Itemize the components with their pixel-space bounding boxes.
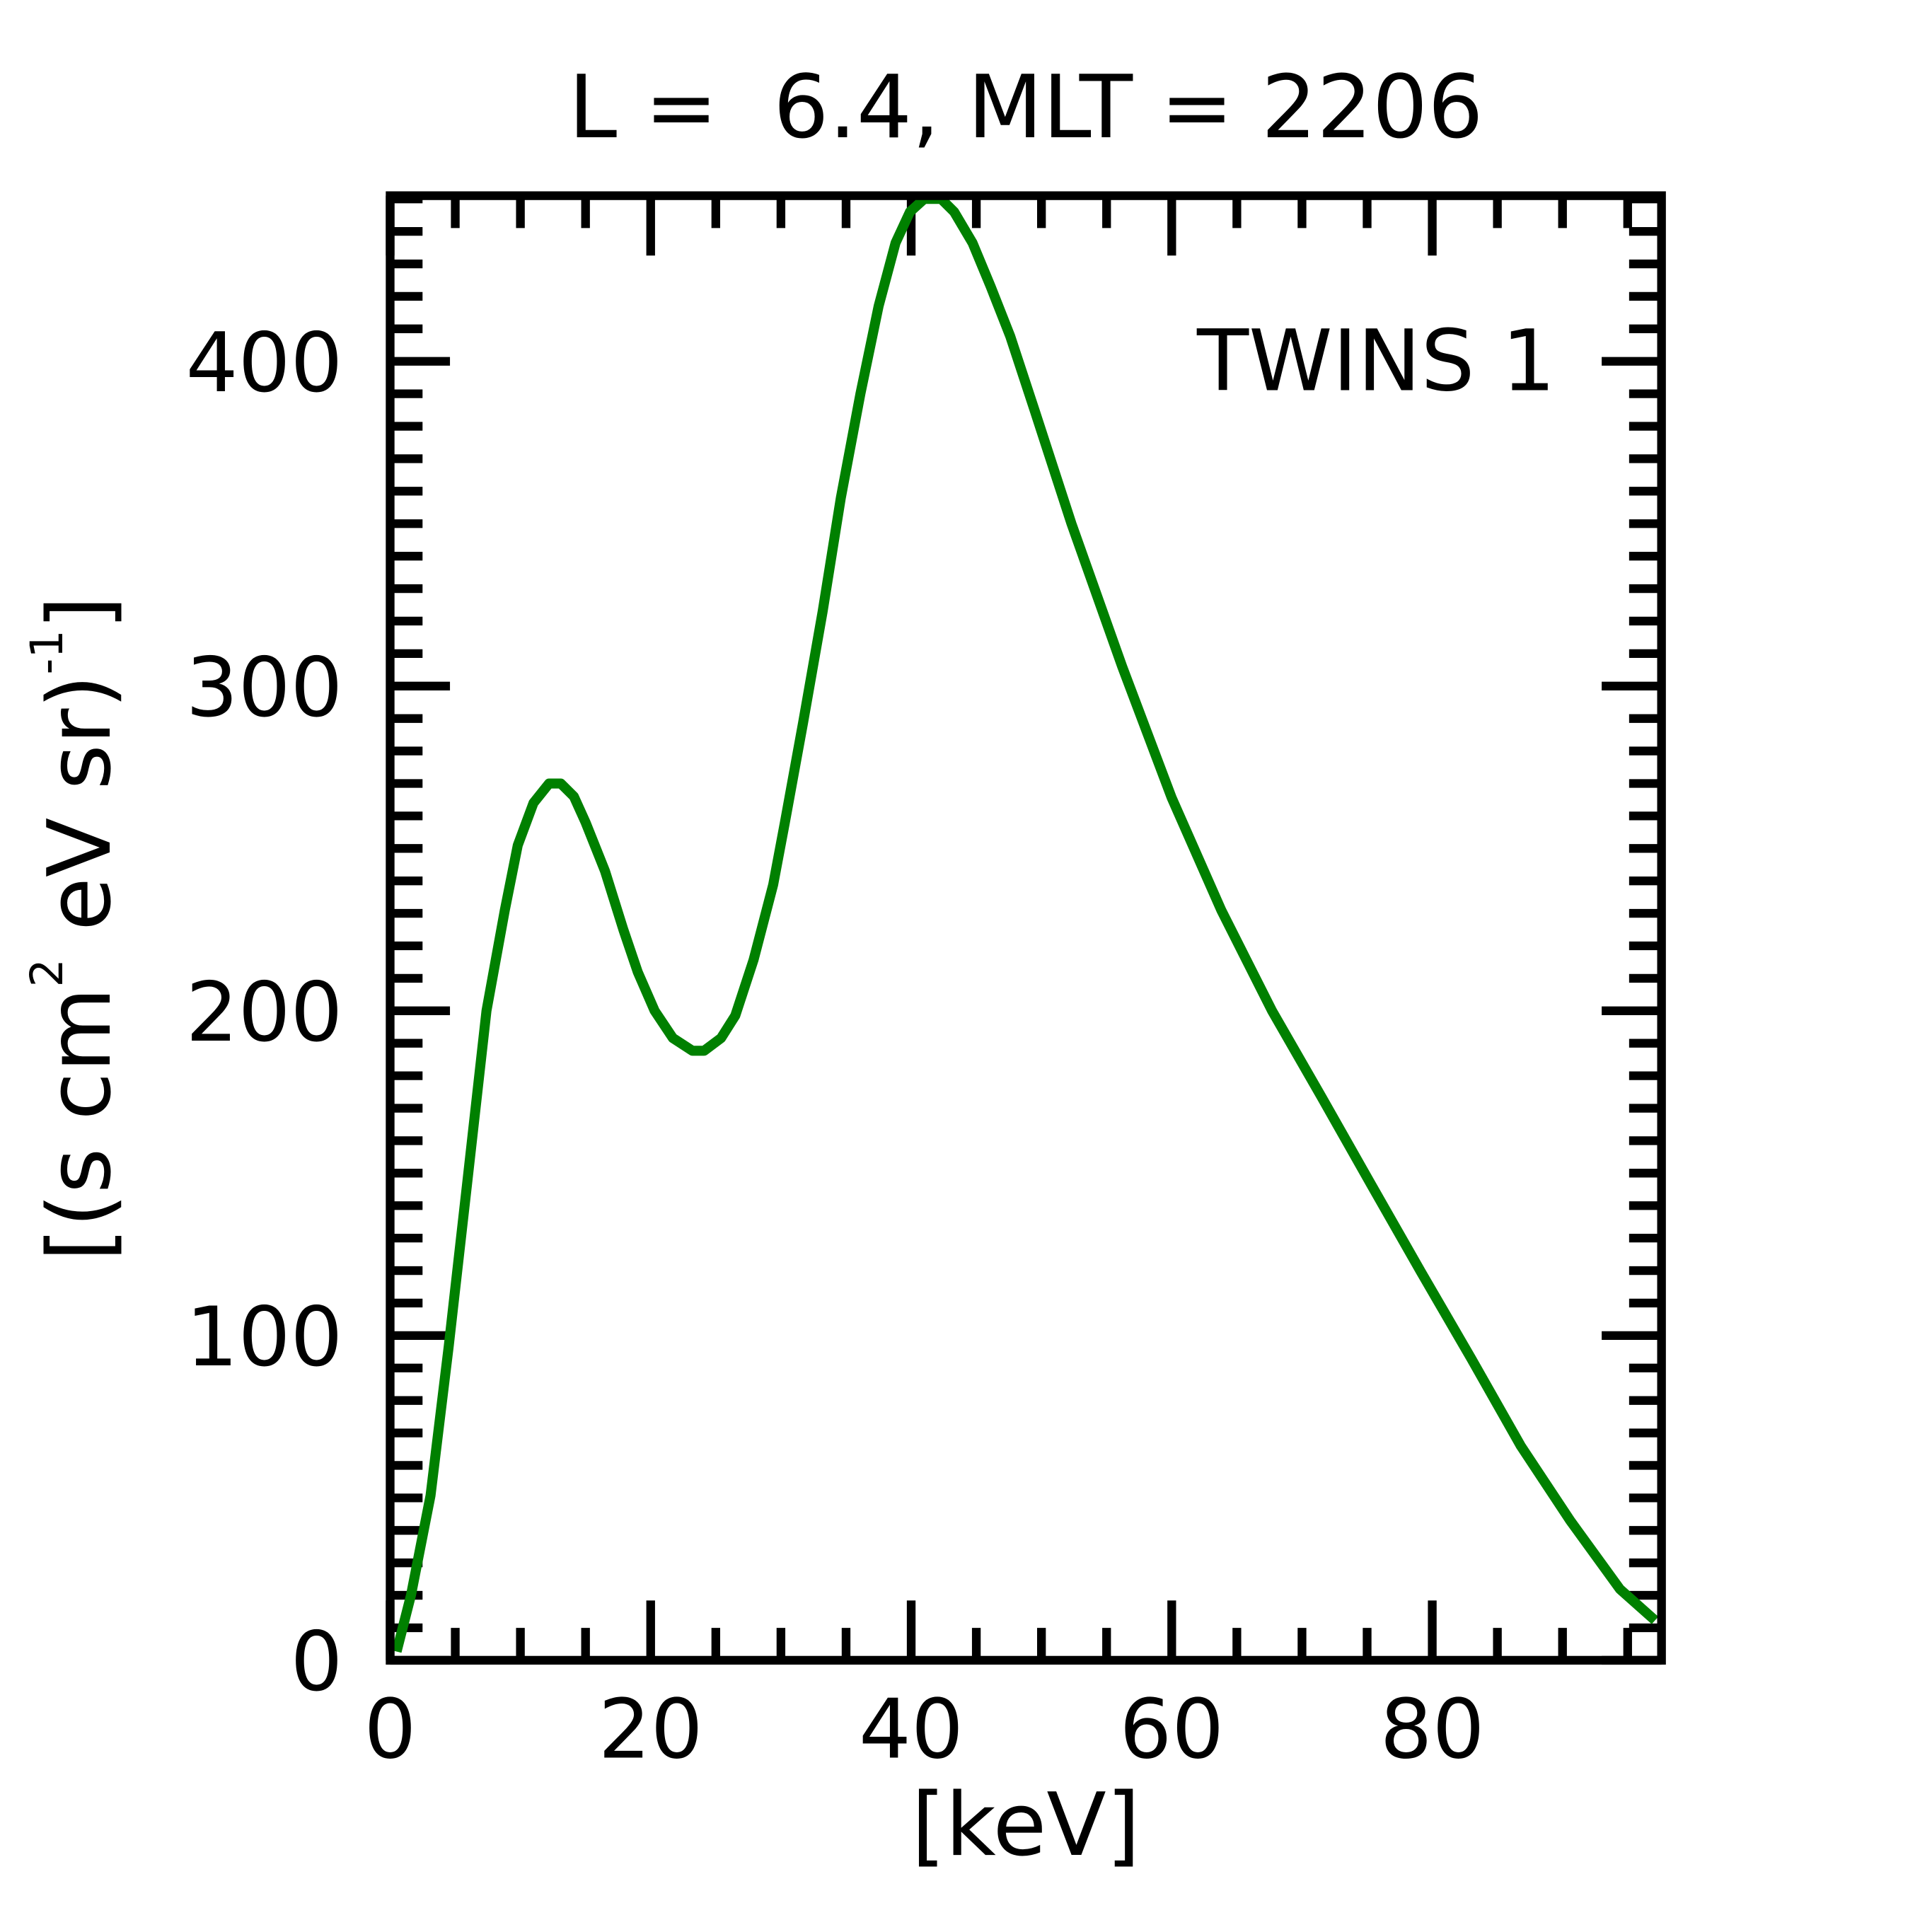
y-tick-label: 200 bbox=[186, 965, 343, 1060]
legend-label: TWINS 1 bbox=[1196, 312, 1556, 410]
y-tick-label: 400 bbox=[186, 316, 343, 411]
y-label-sup-2: 2 bbox=[21, 959, 73, 987]
plot-frame bbox=[386, 191, 1666, 1665]
y-tick-label: 300 bbox=[186, 640, 343, 736]
y-tick-label: 100 bbox=[186, 1290, 343, 1385]
x-tick-label: 40 bbox=[859, 1682, 964, 1777]
x-tick-label: 60 bbox=[1119, 1682, 1224, 1777]
y-tick-labels: 0 100 200 300 400 bbox=[186, 316, 343, 1710]
x-axis-label: [keV] bbox=[911, 1775, 1140, 1876]
x-tick-label: 20 bbox=[598, 1682, 703, 1777]
y-tick-label: 0 bbox=[291, 1614, 343, 1710]
series-line-twins-1 bbox=[391, 194, 1659, 1653]
chart-title: L = 6.4, MLT = 2206 bbox=[568, 57, 1483, 158]
y-label-suffix: ] bbox=[30, 596, 131, 630]
x-tick-labels: 0 20 40 60 80 bbox=[364, 1682, 1484, 1777]
axis-ticks bbox=[386, 195, 1662, 1665]
y-label-sup-neg1: -1 bbox=[21, 630, 73, 674]
y-label-mid: eV sr) bbox=[30, 674, 131, 959]
y-axis-label: [(s cm2 eV sr)-1] bbox=[21, 596, 131, 1261]
y-label-prefix: [(s cm bbox=[30, 988, 131, 1262]
x-tick-label: 0 bbox=[364, 1682, 416, 1777]
x-tick-label: 80 bbox=[1380, 1682, 1485, 1777]
